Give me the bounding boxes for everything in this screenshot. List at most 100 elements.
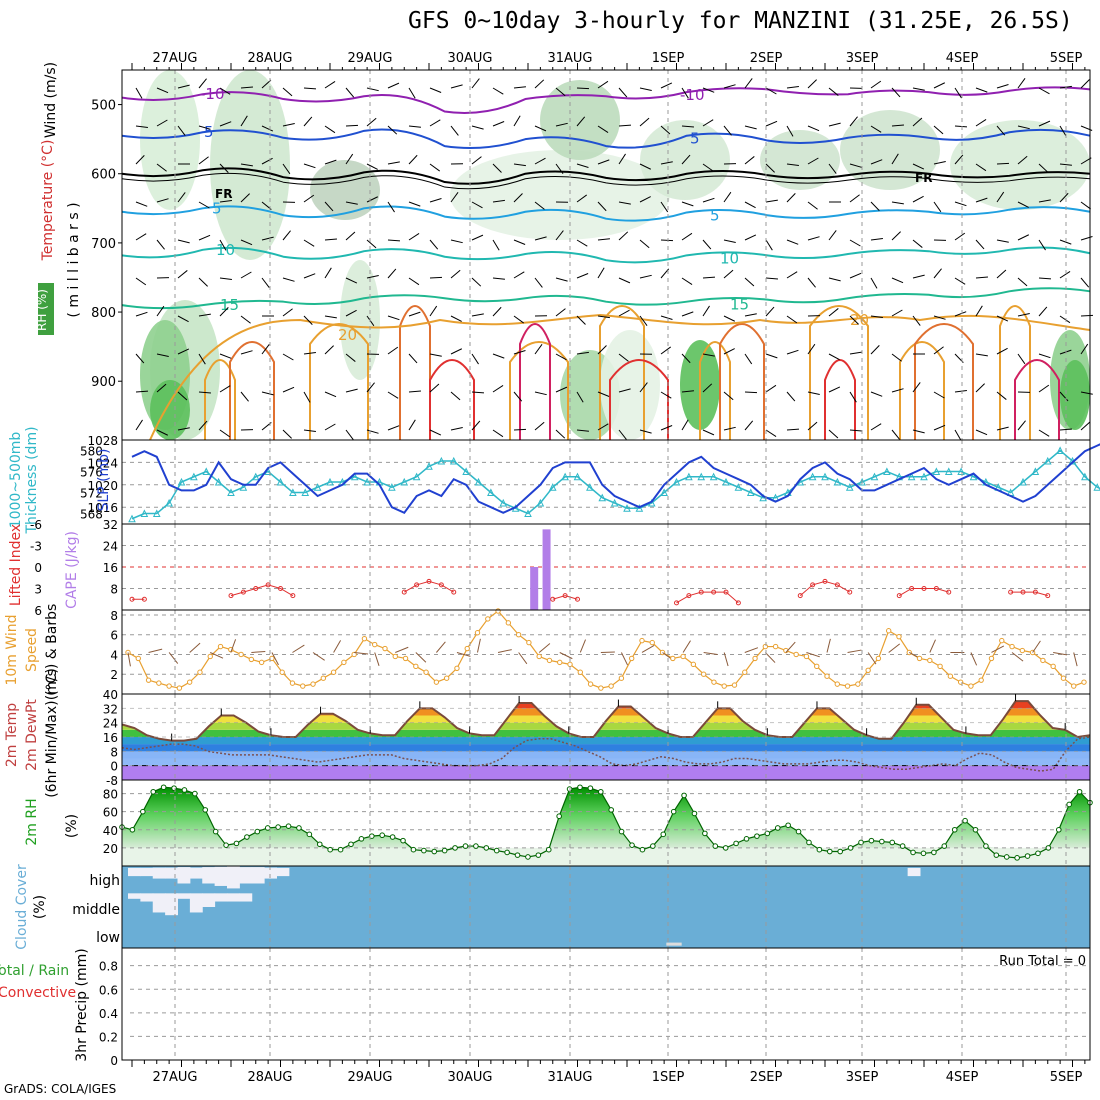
rh-point [379, 832, 386, 839]
rh-point [972, 826, 979, 833]
wind-barb [996, 269, 1007, 279]
precip-tick: 0.4 [99, 1007, 118, 1021]
wind-barb [450, 427, 463, 431]
cloud-high-cell [214, 866, 228, 886]
wind-speed-point [742, 669, 748, 675]
rh-tick: 60 [103, 806, 118, 820]
wind-barb [702, 276, 716, 279]
grads-credit: GrADS: COLA/IGES [4, 1082, 117, 1096]
cloud-high-cell [140, 867, 154, 877]
wind-barb [660, 161, 673, 165]
rh-point [951, 826, 958, 833]
date-label-bottom: 1SEP [652, 1070, 685, 1085]
thickness-point [524, 509, 532, 517]
wind-barb [492, 239, 500, 251]
cloud-high-cell [128, 867, 141, 877]
wind-barb [240, 391, 249, 402]
wind-barb [597, 238, 610, 241]
li-point [834, 582, 840, 588]
rh-point [639, 846, 646, 853]
wind-barb [828, 386, 841, 393]
wind-barb [135, 311, 148, 317]
rh-point [920, 850, 927, 857]
thickness-point [474, 477, 483, 486]
wind-barb [660, 425, 673, 431]
wind-barb [408, 277, 420, 286]
li-point [797, 593, 803, 599]
rh-point [931, 849, 937, 856]
li-point [426, 578, 432, 584]
wind-barb [366, 163, 378, 170]
li-point [240, 589, 246, 595]
wind-barb [513, 271, 525, 279]
wind-barb [912, 87, 925, 91]
wind-barb [1017, 155, 1028, 165]
wind-speed-point [402, 655, 409, 662]
wind-barb [261, 277, 270, 288]
li-point [401, 589, 407, 595]
wind-barb [996, 391, 1007, 400]
wind-barb-10m [867, 652, 877, 665]
cloud-high-cell [202, 867, 216, 884]
wind-barb [996, 162, 1010, 165]
wind-barb [681, 232, 693, 241]
cape-tick: 24 [103, 540, 118, 554]
li-point [822, 578, 828, 584]
rh-point [389, 834, 396, 840]
wind-barb [870, 391, 883, 397]
wind-barb [576, 87, 590, 90]
isotherm-label: 5 [690, 130, 700, 148]
wind-barb [576, 163, 589, 168]
wind-barb [576, 239, 588, 247]
li-point [562, 593, 568, 599]
wind-barb [177, 348, 190, 355]
wind-barb [387, 391, 399, 399]
cloud-level-label: low [96, 930, 120, 946]
li-point [265, 582, 271, 588]
wind-barb [975, 197, 988, 203]
wind-barb [534, 343, 543, 355]
wind-barb [954, 311, 967, 317]
temperature-contour-warm [719, 323, 765, 440]
wind-barb [723, 125, 732, 136]
wind-barb [660, 315, 673, 320]
wind-barb [240, 239, 253, 246]
wind-barb [891, 87, 901, 98]
wind-barb [177, 239, 190, 244]
freezing-label: FR [215, 187, 232, 201]
wind-speed-point [238, 651, 244, 658]
wind-barb [282, 230, 291, 241]
thickness-point [932, 467, 941, 475]
wind-barb [1080, 421, 1091, 431]
wind-barb [618, 87, 628, 98]
isotherm-line [121, 128, 1091, 149]
wind-barb-10m [703, 651, 718, 655]
wind-barb [765, 429, 777, 437]
wind-barb [387, 82, 400, 89]
wind-barb [303, 429, 316, 432]
wind-barb [408, 311, 421, 317]
cloud-high-cell [165, 867, 178, 879]
wind-barb [702, 305, 710, 317]
wind-barb [345, 231, 356, 241]
wind-barb [555, 163, 564, 175]
wind-speed-point [1050, 663, 1056, 670]
temperature-contour-warm [699, 341, 731, 440]
rh-point [129, 826, 136, 833]
thickness-point [227, 488, 235, 496]
isotherm-label: 5 [212, 199, 222, 217]
wind-barb-10m [518, 652, 528, 665]
wind-barb-10m [764, 652, 776, 663]
wind-barb [891, 353, 902, 362]
wind-barb [282, 353, 294, 361]
thickness-point [833, 477, 842, 486]
wind-speed-point [731, 682, 738, 688]
li-point [575, 596, 580, 602]
thickness-point [313, 483, 322, 491]
wind-barb [135, 419, 143, 431]
wind-barb [1080, 343, 1089, 355]
slp-tick: 1020 [87, 479, 118, 493]
wind-barb [891, 388, 904, 393]
wind-barb [366, 429, 379, 434]
